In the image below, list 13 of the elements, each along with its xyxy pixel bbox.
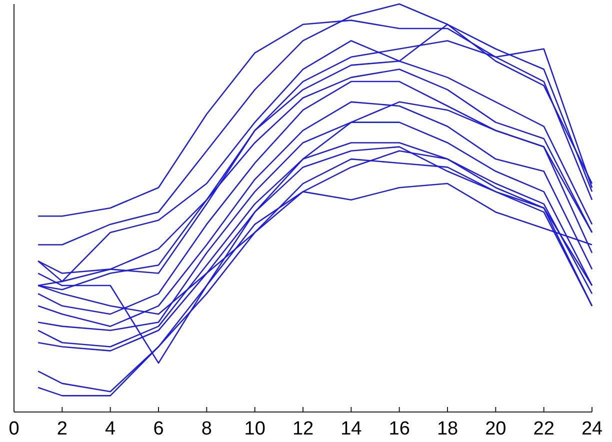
x-tick-label: 12 [292,418,314,440]
x-tick-label: 20 [485,418,506,440]
x-tick-label: 16 [388,418,410,440]
x-tick-label: 14 [340,418,362,440]
x-tick-label: 24 [581,418,603,440]
x-tick-label: 18 [436,418,458,440]
x-tick-label: 10 [244,418,266,440]
x-tick-label: 6 [153,418,164,440]
x-tick-label: 22 [533,418,554,440]
x-tick-label: 8 [201,418,212,440]
x-tick-label: 0 [8,418,20,440]
x-tick-label: 4 [105,418,116,440]
x-tick-label: 2 [56,418,68,440]
